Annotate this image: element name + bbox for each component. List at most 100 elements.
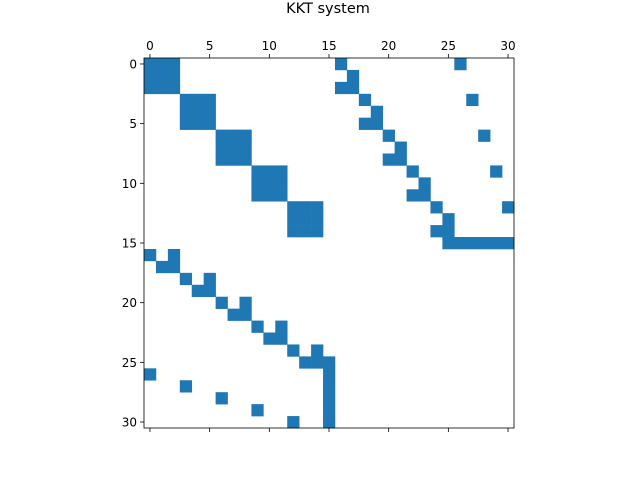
nonzero-cell-93 [299, 356, 312, 369]
nonzero-cell-43 [299, 225, 312, 238]
y-tick-label-10: 10 [122, 177, 137, 191]
nonzero-cell-50 [370, 105, 384, 118]
nonzero-cell-15 [179, 117, 193, 130]
nonzero-cell-5 [167, 69, 181, 83]
nonzero-cell-65 [454, 58, 467, 71]
nonzero-cell-42 [287, 225, 300, 238]
nonzero-cell-21 [215, 141, 228, 154]
y-tick-label-30: 30 [122, 416, 137, 430]
nonzero-cell-29 [275, 165, 288, 178]
nonzero-cell-85 [227, 308, 240, 321]
x-tick-label-25: 25 [441, 39, 456, 53]
nonzero-cell-66 [466, 93, 479, 107]
nonzero-cell-48 [346, 81, 360, 95]
nonzero-cell-80 [179, 272, 193, 286]
nonzero-cell-6 [144, 81, 157, 95]
nonzero-cell-68 [490, 165, 503, 178]
nonzero-cell-54 [394, 141, 407, 154]
chart-title: KKT system [286, 1, 370, 17]
nonzero-cell-28 [263, 165, 276, 178]
nonzero-cell-62 [442, 213, 455, 226]
nonzero-cell-60 [418, 189, 431, 202]
nonzero-cell-0 [144, 58, 157, 71]
nonzero-cell-13 [191, 105, 204, 118]
nonzero-cell-87 [239, 308, 252, 321]
nonzero-cell-89 [263, 332, 276, 345]
nonzero-cell-105 [323, 404, 336, 417]
nonzero-cell-18 [215, 129, 228, 142]
nonzero-cell-106 [323, 416, 336, 429]
nonzero-cell-2 [167, 58, 181, 71]
nonzero-cell-91 [275, 332, 288, 345]
nonzero-cell-51 [358, 117, 372, 130]
nonzero-cell-30 [251, 177, 264, 190]
nonzero-cell-37 [299, 201, 312, 214]
x-tick-label-15: 15 [321, 39, 336, 53]
nonzero-cell-102 [323, 368, 336, 381]
nonzero-cell-100 [287, 416, 300, 429]
y-tick-label-20: 20 [122, 296, 137, 310]
nonzero-cell-7 [155, 81, 169, 95]
nonzero-cell-67 [478, 129, 491, 142]
nonzero-cell-41 [311, 213, 324, 226]
y-tick-label-25: 25 [122, 356, 137, 370]
x-tick-label-30: 30 [500, 39, 515, 53]
nonzero-cell-75 [502, 237, 515, 250]
nonzero-cell-46 [346, 69, 360, 83]
nonzero-cell-55 [382, 153, 395, 166]
nonzero-cell-92 [287, 344, 300, 357]
nonzero-cell-34 [263, 189, 276, 202]
nonzero-cell-58 [418, 177, 431, 190]
plot-frame [143, 57, 515, 429]
y-tick-label-15: 15 [122, 237, 137, 251]
nonzero-cell-76 [144, 248, 157, 262]
nonzero-cell-36 [287, 201, 300, 214]
nonzero-cell-64 [442, 225, 455, 238]
nonzero-cell-61 [430, 201, 443, 214]
nonzero-cell-14 [203, 105, 216, 118]
nonzero-cell-27 [251, 165, 264, 178]
nonzero-cell-10 [191, 93, 204, 107]
nonzero-cell-72 [466, 237, 479, 250]
nonzero-cell-103 [323, 380, 336, 393]
nonzero-cell-38 [311, 201, 324, 214]
nonzero-cell-49 [358, 93, 372, 107]
nonzero-cell-8 [167, 81, 181, 95]
nonzero-cell-33 [251, 189, 264, 202]
nonzero-cell-11 [203, 93, 216, 107]
nonzero-cell-17 [203, 117, 216, 130]
nonzero-cell-56 [394, 153, 407, 166]
nonzero-cell-45 [334, 58, 348, 71]
sparsity-marks [144, 58, 515, 429]
nonzero-cell-77 [155, 260, 169, 274]
nonzero-cell-24 [215, 153, 228, 166]
nonzero-cell-19 [227, 129, 240, 142]
nonzero-cell-96 [144, 368, 157, 381]
y-axis-left: 0 5 10 15 20 25 30 [122, 57, 144, 430]
x-tick-label-0: 0 [146, 39, 154, 53]
nonzero-cell-73 [478, 237, 491, 250]
nonzero-cell-104 [323, 392, 336, 405]
nonzero-cell-23 [239, 141, 252, 154]
nonzero-cell-70 [442, 237, 455, 250]
nonzero-cell-9 [179, 93, 193, 107]
nonzero-cell-90 [275, 320, 288, 333]
x-tick-label-5: 5 [206, 39, 214, 53]
nonzero-cell-53 [382, 129, 395, 142]
nonzero-cell-86 [239, 296, 252, 309]
x-tick-label-20: 20 [381, 39, 396, 53]
nonzero-cell-95 [311, 356, 324, 369]
nonzero-cell-26 [239, 153, 252, 166]
nonzero-cell-47 [334, 81, 348, 95]
nonzero-cell-44 [311, 225, 324, 238]
nonzero-cell-59 [406, 189, 419, 202]
nonzero-cell-39 [287, 213, 300, 226]
nonzero-cell-82 [203, 272, 216, 286]
nonzero-cell-16 [191, 117, 204, 130]
x-axis-top: 0 5 10 15 20 25 30 [146, 39, 516, 432]
nonzero-cell-31 [263, 177, 276, 190]
nonzero-cell-35 [275, 189, 288, 202]
nonzero-cell-40 [299, 213, 312, 226]
nonzero-cell-4 [155, 69, 169, 83]
